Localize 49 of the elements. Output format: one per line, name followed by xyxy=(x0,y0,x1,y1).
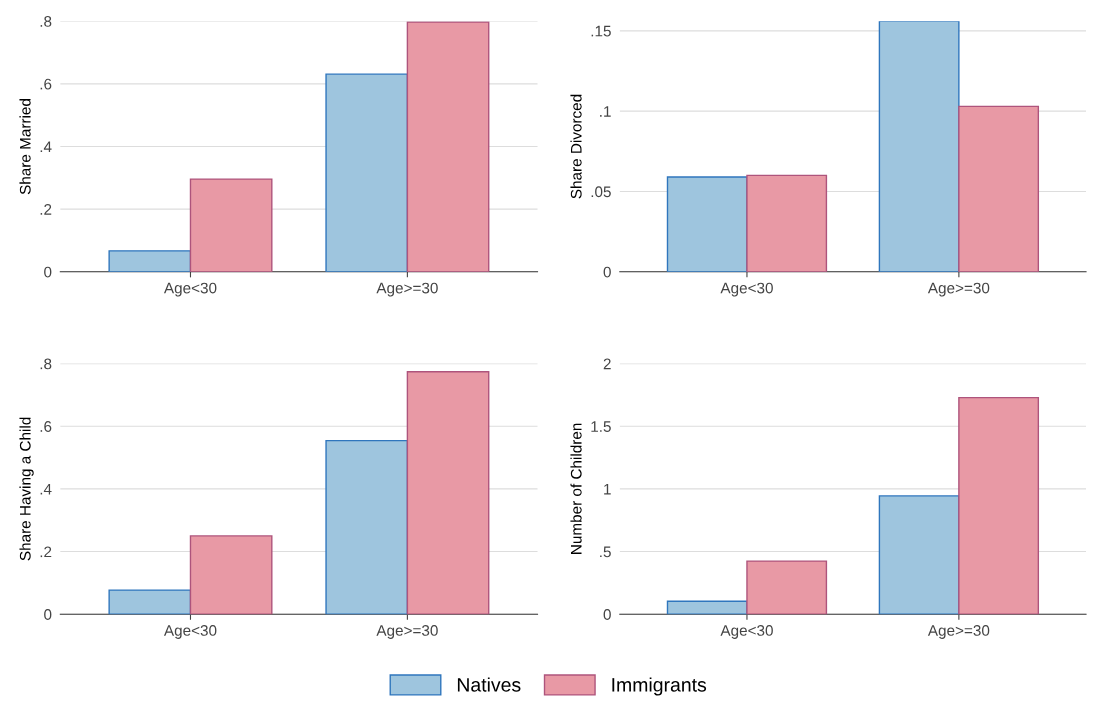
y-tick-label: 1 xyxy=(604,483,611,495)
x-tick-label: Age>=30 xyxy=(376,625,438,639)
y-tick-label: 0 xyxy=(603,609,611,620)
bar xyxy=(746,560,828,615)
bar xyxy=(878,21,960,272)
bar xyxy=(189,535,273,615)
y-tick-label: .2 xyxy=(40,546,52,558)
bar xyxy=(325,439,409,615)
bar xyxy=(189,178,273,272)
bar xyxy=(878,495,960,615)
y-tick-label: .8 xyxy=(40,16,52,27)
x-tick-label: Age<30 xyxy=(163,625,217,639)
y-tick-label: .4 xyxy=(40,483,52,495)
y-axis-title: Share Married xyxy=(19,99,31,195)
y-tick-label: .5 xyxy=(600,546,611,558)
bar xyxy=(958,396,1040,615)
y-tick-label: .05 xyxy=(591,186,611,198)
x-tick-label: Age<30 xyxy=(720,625,773,639)
x-tick-label: Age<30 xyxy=(720,282,773,297)
bar xyxy=(406,21,490,272)
y-axis-title: Number of Children xyxy=(570,423,582,554)
x-tick-label: Age>=30 xyxy=(927,625,990,639)
bar xyxy=(958,105,1040,272)
y-tick-label: .2 xyxy=(40,204,52,215)
bar xyxy=(666,600,748,615)
bar xyxy=(108,250,192,272)
x-tick-label: Age>=30 xyxy=(376,282,438,297)
y-tick-label: 0 xyxy=(44,266,52,278)
y-tick-label: 2 xyxy=(603,358,611,370)
legend-label: Immigrants xyxy=(612,677,707,696)
y-tick-label: .8 xyxy=(40,358,52,370)
bar xyxy=(666,176,748,272)
x-tick-label: Age<30 xyxy=(163,282,217,297)
y-axis-title: Share Having a Child xyxy=(19,417,34,561)
y-tick-label: .6 xyxy=(40,78,52,90)
y-tick-label: .6 xyxy=(40,421,52,432)
y-tick-label: .15 xyxy=(591,25,611,37)
x-tick-label: Age>=30 xyxy=(927,282,990,297)
legend-label: Natives xyxy=(457,677,521,692)
bar xyxy=(108,589,192,615)
y-tick-label: .1 xyxy=(600,106,611,117)
y-tick-label: 1.5 xyxy=(591,421,611,432)
y-axis-title: Share Divorced xyxy=(570,94,582,199)
bar xyxy=(406,371,490,615)
y-tick-label: 0 xyxy=(44,609,52,620)
y-tick-label: 0 xyxy=(603,266,611,278)
bar xyxy=(746,174,828,272)
bar xyxy=(325,73,409,272)
y-tick-label: .4 xyxy=(40,141,52,153)
